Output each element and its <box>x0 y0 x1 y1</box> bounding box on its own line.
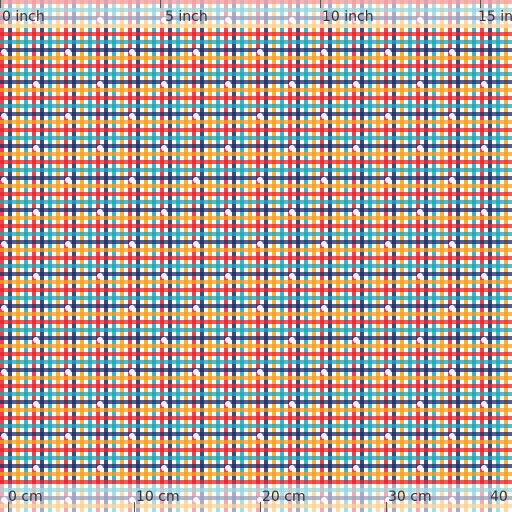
inch-label-0: 0 inch <box>2 9 45 25</box>
ruler-tick <box>480 0 481 8</box>
cm-label-40: 40 <box>490 489 508 505</box>
ruler-tick <box>134 502 135 512</box>
ruler-tick <box>386 502 387 512</box>
ruler-tick <box>8 502 9 512</box>
inch-label-15: 15 in <box>478 9 512 25</box>
inch-label-5: 5 inch <box>165 9 208 25</box>
cm-label-20: 20 cm <box>262 489 306 505</box>
cm-label-30: 30 cm <box>388 489 432 505</box>
ruler-tick <box>320 0 321 8</box>
inch-label-10: 10 inch <box>322 9 374 25</box>
ruler-tick <box>160 0 161 8</box>
ruler-tick <box>260 502 261 512</box>
cm-ruler: 0 cm 10 cm 20 cm 30 cm 40 <box>0 484 512 512</box>
ruler-tick <box>0 0 1 8</box>
inch-ruler: 0 inch 5 inch 10 inch 15 in <box>0 0 512 28</box>
cm-label-10: 10 cm <box>136 489 180 505</box>
cm-label-0: 0 cm <box>8 489 43 505</box>
